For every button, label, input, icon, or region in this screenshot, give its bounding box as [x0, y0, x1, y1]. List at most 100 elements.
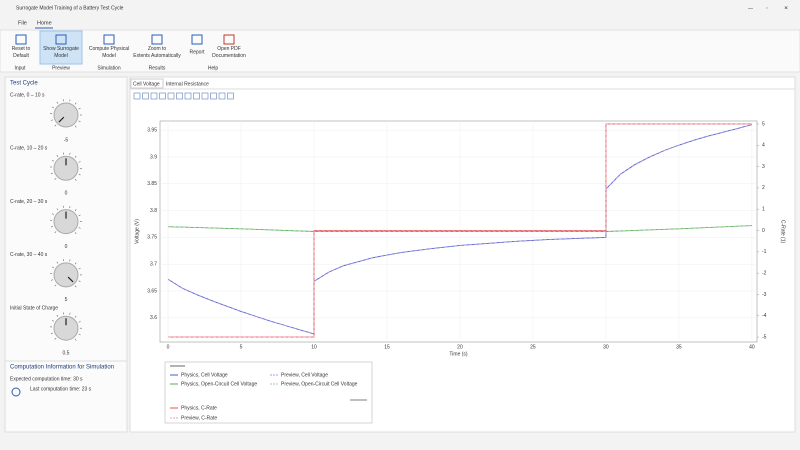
ribbon-button[interactable]: Zoom to Extents Automatically	[133, 46, 181, 59]
knob-tick	[51, 160, 55, 162]
legend-entry: Physics, Cell Voltage	[181, 372, 228, 378]
y-tick-label: 3.85	[147, 181, 157, 187]
series-line	[168, 123, 752, 338]
y2-tick-label: -5	[762, 334, 767, 340]
knob-tick	[50, 332, 53, 334]
ribbon-icon[interactable]	[151, 34, 163, 45]
ribbon-button[interactable]: Show Surrogate Model	[43, 46, 79, 59]
knob-value: 0.5	[63, 351, 70, 357]
menu-home[interactable]: Home	[37, 20, 52, 26]
x-tick-label: 20	[457, 344, 463, 350]
info-icon	[11, 387, 21, 397]
knob-tick	[51, 213, 55, 215]
knob[interactable]	[53, 102, 79, 128]
y2-axis-label: C-Rate (1)	[780, 220, 786, 244]
toolbar-button[interactable]	[150, 92, 158, 100]
ribbon-group: Input	[14, 65, 26, 71]
toolbar-button[interactable]	[142, 92, 149, 100]
y2-tick-label: 0	[762, 228, 765, 234]
y2-tick-label: -4	[762, 313, 767, 319]
toolbar-button[interactable]	[227, 92, 234, 100]
ribbon-icon[interactable]	[223, 34, 235, 45]
ribbon-button[interactable]: Compute Physical Model	[89, 46, 129, 59]
y-axis-label: Voltage (V)	[134, 219, 140, 244]
knob-label: C-rate, 0 – 10 s	[10, 92, 45, 98]
knob-tick	[74, 315, 77, 318]
x-axis-label: Time (s)	[449, 351, 467, 357]
ribbon-group: Simulation	[97, 65, 121, 71]
knob-tick	[54, 284, 57, 287]
toolbar-button[interactable]	[184, 92, 192, 100]
knob-tick	[74, 232, 77, 235]
y-tick-label: 3.65	[147, 288, 157, 294]
window-title: Surrogate Model Training of a Battery Te…	[16, 5, 124, 11]
y2-tick-label: 5	[762, 121, 765, 127]
knob-tick	[56, 101, 59, 104]
knob-tick	[74, 102, 77, 105]
series-line	[168, 225, 752, 232]
ribbon-button[interactable]: Open PDF Documentation	[212, 46, 246, 59]
minimize[interactable]: —	[748, 5, 753, 11]
knob-tick	[78, 333, 81, 336]
toolbar-button[interactable]	[210, 92, 217, 100]
tab[interactable]: Cell Voltage	[133, 81, 160, 87]
ribbon-button[interactable]: Reset to Default	[12, 46, 31, 59]
toolbar-button[interactable]	[133, 92, 141, 100]
knob-tick	[69, 206, 71, 209]
toolbar-button[interactable]	[193, 92, 200, 100]
toolbar-button[interactable]	[201, 92, 209, 100]
legend-entry: Physics, C-Rate	[181, 405, 217, 411]
y-tick-label: 3.75	[147, 235, 157, 241]
ribbon-icon[interactable]	[15, 34, 27, 45]
knob-tick	[74, 155, 77, 158]
maximize[interactable]: ▫	[766, 5, 768, 11]
knob-tick	[78, 107, 81, 110]
knob-tick	[69, 259, 71, 262]
knob-tick	[50, 172, 53, 175]
toolbar-button[interactable]	[176, 92, 183, 100]
knob-value: -5	[64, 137, 69, 143]
ribbon-button[interactable]: Report	[189, 49, 205, 55]
x-tick-label: 25	[530, 344, 536, 350]
ribbon-group: Results	[149, 65, 166, 71]
x-tick-label: 35	[676, 344, 682, 350]
menu-file[interactable]: File	[18, 20, 27, 26]
chart: 0 5 10 15 20 25 30 35 403.63.653.73.753.83.853.9…	[133, 92, 786, 424]
knob[interactable]	[53, 262, 79, 288]
knob[interactable]	[53, 209, 79, 235]
series-line	[167, 124, 752, 335]
x-tick-label: 5	[240, 344, 243, 350]
info-line: Last computation time: 23 s	[30, 386, 92, 392]
knob-tick	[51, 319, 55, 322]
knob-tick	[50, 279, 53, 281]
legend-entry: Preview, Open-Circuit Cell Voltage	[281, 381, 358, 387]
knob-tick	[51, 266, 55, 269]
ribbon-content: Reset to Default Show Surrogate Model Comput…	[12, 34, 246, 71]
knob[interactable]	[53, 315, 79, 341]
ribbon-icon[interactable]	[103, 34, 115, 45]
knob-value: 0	[65, 244, 68, 250]
ribbon-icon[interactable]	[55, 34, 67, 45]
y-tick-label: 3.9	[150, 154, 157, 160]
toolbar-button[interactable]	[218, 92, 226, 100]
toolbar-button[interactable]	[159, 92, 166, 100]
ribbon-icon[interactable]	[191, 34, 203, 45]
tab-active[interactable]	[130, 78, 164, 89]
knob-tick	[54, 231, 57, 234]
x-tick-label: 10	[311, 344, 317, 350]
knob-tick	[56, 208, 59, 211]
knob-tick	[78, 214, 81, 216]
knob-tick	[78, 227, 81, 229]
tab[interactable]: Internal Resistance	[166, 81, 209, 87]
knob-label: Initial State of Charge	[10, 306, 58, 312]
knob[interactable]	[53, 155, 79, 181]
legend-entry: Preview, Cell Voltage	[281, 372, 328, 378]
ribbon-group: Help	[208, 65, 219, 71]
knob-tick	[74, 178, 77, 181]
knob-tick	[78, 267, 81, 270]
knob-tick	[56, 314, 59, 317]
close[interactable]: ✕	[784, 5, 788, 11]
y2-tick-label: 1	[762, 207, 765, 213]
toolbar-button[interactable]	[167, 92, 175, 100]
